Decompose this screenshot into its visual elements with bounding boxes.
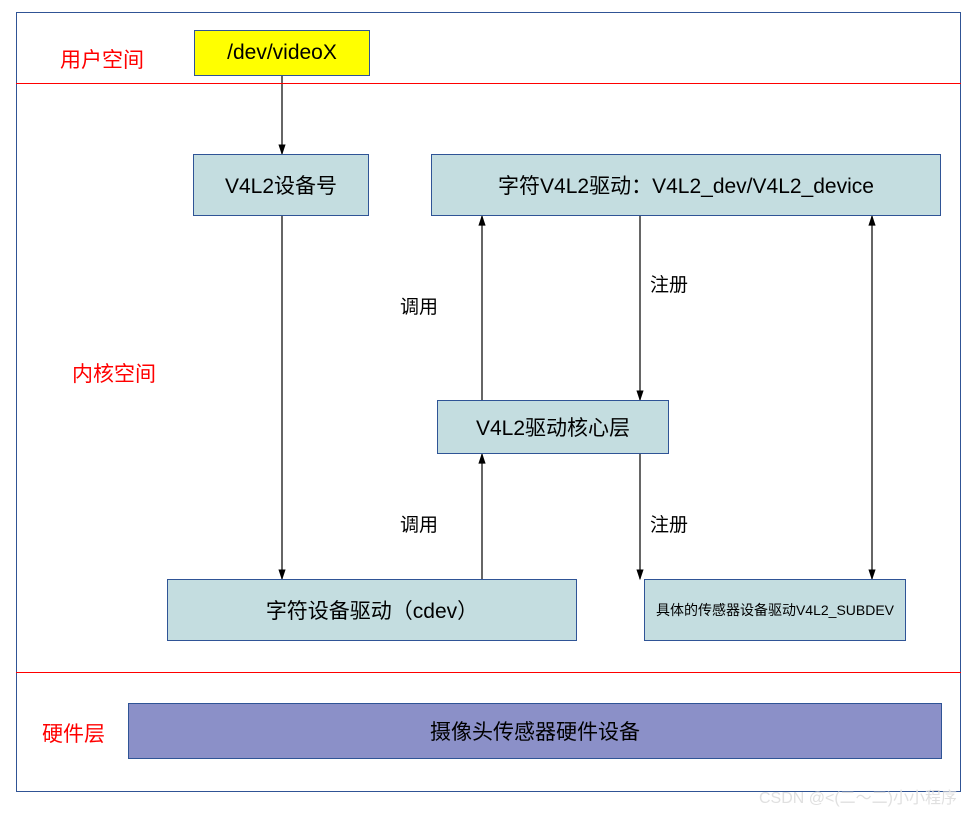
edge-label-lbl-call-2: 调用 bbox=[400, 510, 438, 537]
node-v4l2-core: V4L2驱动核心层 bbox=[437, 400, 669, 454]
node-hw-sensor: 摄像头传感器硬件设备 bbox=[128, 703, 942, 759]
diagram-canvas: CSDN @<(二〜二)小小程序 用户空间内核空间硬件层/dev/videoX V… bbox=[0, 0, 977, 818]
node-v4l2-devnum: V4L2设备号 bbox=[193, 154, 369, 216]
watermark: CSDN @<(二〜二)小小程序 bbox=[759, 784, 957, 808]
region-label-hardware: 硬件层 bbox=[42, 718, 105, 748]
node-dev-videox: /dev/videoX bbox=[194, 30, 370, 76]
node-v4l2-driver: 字符V4L2驱动：V4L2_dev/V4L2_device bbox=[431, 154, 941, 216]
edge-label-lbl-reg-2: 注册 bbox=[650, 510, 688, 537]
edge-label-lbl-reg-1: 注册 bbox=[650, 270, 688, 297]
node-cdev: 字符设备驱动（cdev） bbox=[167, 579, 577, 641]
region-label-kernel-space: 内核空间 bbox=[72, 358, 156, 388]
region-label-user-space: 用户空间 bbox=[60, 44, 144, 74]
divider-div-kernel-hw bbox=[16, 672, 961, 673]
edge-label-lbl-call-1: 调用 bbox=[400, 292, 438, 319]
divider-div-user-kernel bbox=[16, 83, 961, 84]
node-subdev: 具体的传感器设备驱动V4L2_SUBDEV bbox=[644, 579, 906, 641]
